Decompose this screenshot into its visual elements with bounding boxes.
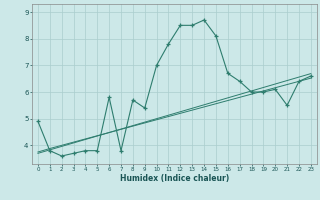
X-axis label: Humidex (Indice chaleur): Humidex (Indice chaleur) xyxy=(120,174,229,183)
